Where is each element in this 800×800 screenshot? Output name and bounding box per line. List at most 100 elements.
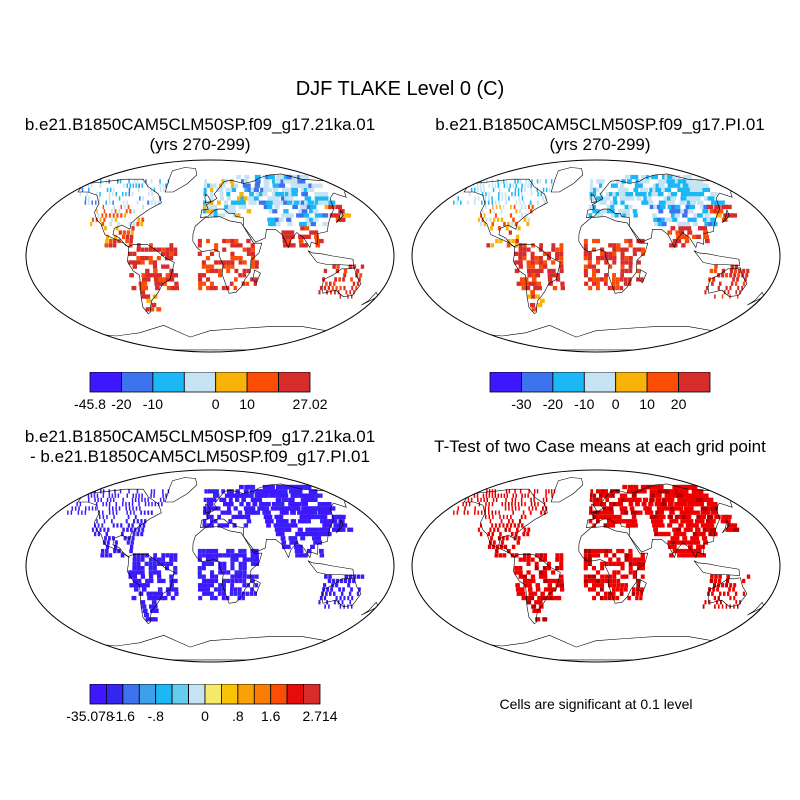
colorbar-label: 10 <box>239 396 255 412</box>
grid-cell <box>596 238 601 244</box>
grid-cell <box>545 493 547 498</box>
grid-cell <box>120 204 122 210</box>
grid-cell <box>640 587 644 592</box>
grid-cell <box>727 290 730 295</box>
grid-cell <box>148 574 154 579</box>
grid-cell <box>295 531 301 537</box>
grid-cell <box>197 566 202 571</box>
grid-cell <box>112 192 114 197</box>
grid-cell <box>617 187 623 192</box>
grid-cell <box>707 514 714 520</box>
grid-cell <box>692 548 698 554</box>
grid-cell <box>706 527 713 532</box>
grid-cell <box>518 243 523 248</box>
grid-cell <box>487 506 490 511</box>
grid-cell <box>157 587 163 592</box>
grid-cell <box>480 497 482 502</box>
grid-cell <box>476 183 479 188</box>
grid-cell <box>165 183 167 188</box>
grid-cell <box>733 604 735 609</box>
grid-cell <box>606 196 610 201</box>
grid-cell <box>132 570 137 575</box>
grid-cell <box>524 281 530 286</box>
grid-cell <box>262 484 270 490</box>
grid-cell <box>508 196 510 201</box>
grid-cell <box>226 264 231 269</box>
grid-cell <box>535 617 541 622</box>
grid-cell <box>519 489 522 494</box>
grid-cell <box>230 566 235 571</box>
grid-cell <box>640 574 645 579</box>
grid-cell <box>243 506 249 511</box>
grid-cell <box>286 238 292 244</box>
grid-cell <box>655 523 661 528</box>
grid-cell <box>467 497 470 502</box>
grid-cell <box>690 510 697 515</box>
grid-cell <box>494 553 499 558</box>
grid-cell <box>228 519 233 524</box>
grid-cell <box>729 583 733 588</box>
grid-cell <box>87 493 90 498</box>
grid-cell <box>672 238 678 244</box>
grid-cell <box>693 213 699 218</box>
grid-cell <box>201 574 206 579</box>
grid-cell <box>616 561 621 566</box>
grid-cell <box>309 217 315 222</box>
grid-cell <box>198 277 203 282</box>
grid-cell <box>622 484 627 490</box>
grid-cell <box>162 281 167 286</box>
grid-cell <box>543 587 549 592</box>
grid-cell <box>524 514 527 520</box>
grid-cell <box>680 234 685 239</box>
grid-cell <box>149 243 153 248</box>
grid-cell <box>547 273 552 278</box>
grid-cell <box>333 591 336 596</box>
grid-cell <box>281 213 287 218</box>
grid-cell <box>288 502 295 507</box>
grid-cell <box>256 497 263 502</box>
grid-cell <box>679 230 685 235</box>
grid-cell <box>125 519 128 524</box>
grid-cell <box>599 493 603 498</box>
grid-cell <box>254 174 261 180</box>
grid-cell <box>339 578 344 584</box>
coastline-antarcticaEdge <box>83 324 338 351</box>
grid-cell <box>237 510 243 515</box>
grid-cell <box>113 234 118 239</box>
grid-cell <box>704 600 707 605</box>
grid-cell <box>84 200 87 205</box>
grid-cell <box>310 544 315 549</box>
grid-cell <box>490 226 493 231</box>
grid-cell <box>541 595 546 601</box>
grid-cell <box>95 502 98 507</box>
grid-cell <box>290 183 298 188</box>
grid-cell <box>681 531 687 537</box>
grid-cell <box>125 506 127 511</box>
grid-cell <box>230 583 235 588</box>
grid-cell <box>514 489 516 494</box>
grid-cell <box>311 510 318 515</box>
grid-cell <box>477 196 480 201</box>
grid-cell <box>242 557 247 562</box>
grid-cell <box>684 234 689 239</box>
grid-cell <box>491 510 493 515</box>
grid-cell <box>658 183 665 188</box>
grid-cell <box>635 591 640 596</box>
grid-cell <box>197 557 202 562</box>
grid-cell <box>518 256 523 261</box>
grid-cell <box>682 536 688 541</box>
grid-cell <box>528 281 534 286</box>
grid-cell <box>712 277 716 282</box>
panel-title-line1: b.e21.B1850CAM5CLM50SP.f09_g17.21ka.01 <box>24 427 376 446</box>
grid-cell <box>213 204 218 210</box>
grid-cell <box>669 200 675 205</box>
grid-cell <box>267 204 273 210</box>
grid-cell <box>197 553 202 558</box>
grid-cell <box>547 561 551 566</box>
grid-cell <box>96 493 99 498</box>
grid-cell <box>104 226 107 231</box>
grid-cell <box>680 209 686 214</box>
grid-cell <box>634 183 640 188</box>
grid-cell <box>560 587 565 592</box>
map-outline <box>411 159 781 353</box>
